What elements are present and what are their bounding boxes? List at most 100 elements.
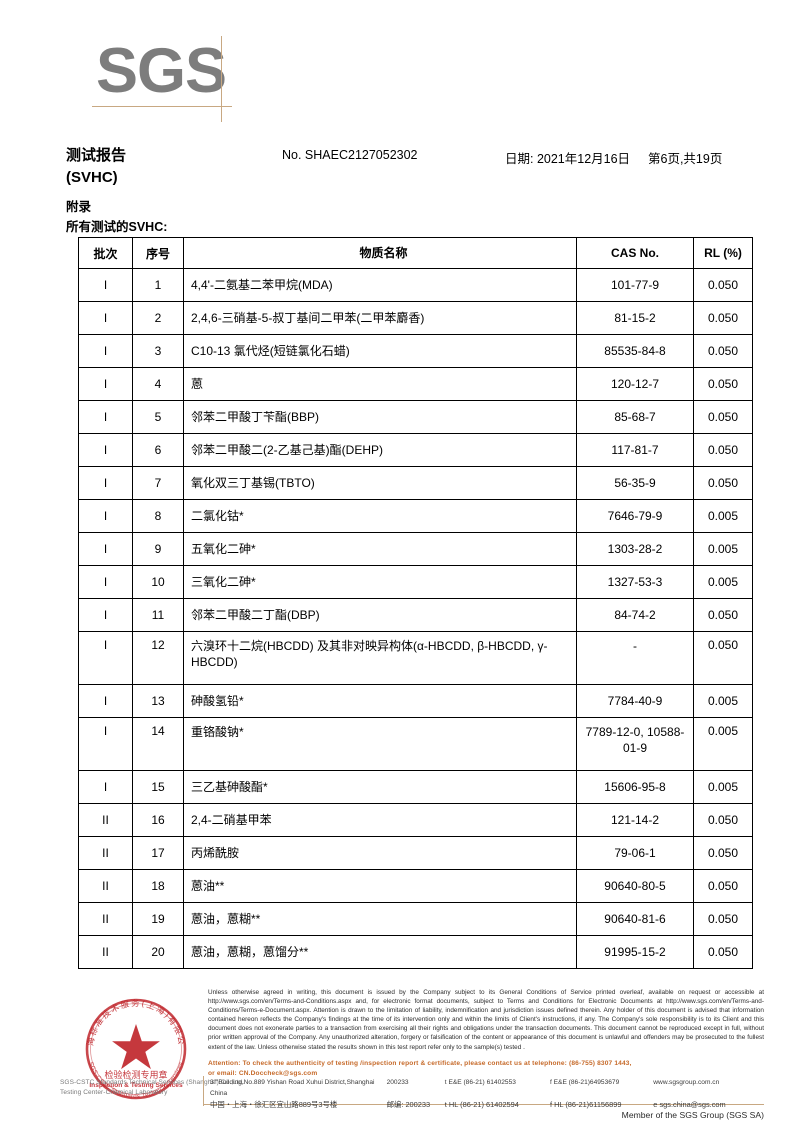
- cell-rl-value: 0.050: [693, 301, 753, 335]
- address-email: e sgs.china@sgs.com: [653, 1100, 726, 1110]
- cell-no: 8: [132, 499, 184, 533]
- table-row: I 13 砷酸氢铅* 7784-40-9 0.005: [78, 684, 753, 718]
- address-fax-ee: f E&E (86-21)64953679: [549, 1079, 620, 1086]
- legal-disclaimer-text: Unless otherwise agreed in writing, this…: [208, 989, 764, 1051]
- table-row: II 17 丙烯酰胺 79-06-1 0.050: [78, 836, 753, 870]
- table-row: II 19 蒽油，蒽糊** 90640-81-6 0.050: [78, 902, 753, 936]
- cell-cas-number: -: [576, 631, 694, 685]
- cell-cas-number: 91995-15-2: [576, 935, 694, 969]
- cell-rl-value: 0.050: [693, 869, 753, 903]
- table-row: II 16 2,4-二硝基甲苯 121-14-2 0.050: [78, 803, 753, 837]
- table-row: I 11 邻苯二甲酸二丁酯(DBP) 84-74-2 0.050: [78, 598, 753, 632]
- cell-rl-value: 0.050: [693, 836, 753, 870]
- table-row: I 9 五氧化二砷* 1303-28-2 0.005: [78, 532, 753, 566]
- cell-substance-name: 氧化双三丁基锡(TBTO): [183, 466, 577, 500]
- cell-rl-value: 0.050: [693, 433, 753, 467]
- address-zip-cn: 邮编: 200233: [386, 1100, 431, 1110]
- address-block: 3""Building,No.889 Yishan Road Xuhui Dis…: [210, 1078, 766, 1111]
- cell-rl-value: 0.050: [693, 400, 753, 434]
- address-website: www.sgsgroup.com.cn: [653, 1079, 720, 1086]
- cell-substance-name: 4,4'-二氨基二苯甲烷(MDA): [183, 268, 577, 302]
- cell-rl-value: 0.050: [693, 803, 753, 837]
- cell-substance-name: 邻苯二甲酸二(2-乙基己基)酯(DEHP): [183, 433, 577, 467]
- cell-rl-value: 0.005: [693, 565, 753, 599]
- address-zip-en: 200233: [386, 1079, 409, 1086]
- cell-cas-number: 81-15-2: [576, 301, 694, 335]
- table-row: I 6 邻苯二甲酸二(2-乙基己基)酯(DEHP) 117-81-7 0.050: [78, 433, 753, 467]
- cell-rl-value: 0.005: [693, 770, 753, 804]
- cell-no: 20: [132, 935, 184, 969]
- seal-company-name: SGS-CSTC Standards Technical Services (S…: [60, 1078, 260, 1098]
- cell-cas-number: 56-35-9: [576, 466, 694, 500]
- cell-no: 18: [132, 869, 184, 903]
- table-row: I 2 2,4,6-三硝基-5-叔丁基间二甲苯(二甲苯麝香) 81-15-2 0.050: [78, 301, 753, 335]
- attention-line-1: Attention: To check the authenticity of …: [208, 1060, 632, 1067]
- cell-batch: I: [78, 532, 133, 566]
- svg-text:Inspection & Testing Services: Inspection & Testing Services: [89, 1082, 183, 1089]
- cell-substance-name: 蒽油**: [183, 869, 577, 903]
- cell-no: 15: [132, 770, 184, 804]
- report-date: 日期: 2021年12月16日: [505, 152, 631, 166]
- address-row-cn: 中国・上海・徐汇区宜山路889号3号楼 邮编: 200233 t HL (86-…: [210, 1099, 766, 1111]
- cell-cas-number: 117-81-7: [576, 433, 694, 467]
- cell-batch: I: [78, 598, 133, 632]
- cell-rl-value: 0.050: [693, 935, 753, 969]
- cell-cas-number: 120-12-7: [576, 367, 694, 401]
- svg-text:检验检测专用章: 检验检测专用章: [104, 1069, 167, 1081]
- column-header-cas: CAS No.: [576, 237, 694, 269]
- cell-batch: II: [78, 836, 133, 870]
- cell-rl-value: 0.050: [693, 268, 753, 302]
- cell-no: 7: [132, 466, 184, 500]
- cell-substance-name: 2,4,6-三硝基-5-叔丁基间二甲苯(二甲苯麝香): [183, 301, 577, 335]
- cell-substance-name: 砷酸氢铅*: [183, 684, 577, 718]
- page-title: 测试报告 (SVHC): [66, 147, 127, 186]
- sgs-logo: SGS: [92, 36, 246, 138]
- cell-batch: I: [78, 565, 133, 599]
- appendix-label: 附录: [66, 200, 92, 214]
- cell-batch: I: [78, 400, 133, 434]
- table-row: I 15 三乙基砷酸酯* 15606-95-8 0.005: [78, 770, 753, 804]
- cell-substance-name: 蒽油，蒽糊**: [183, 902, 577, 936]
- cell-substance-name: 邻苯二甲酸丁苄酯(BBP): [183, 400, 577, 434]
- cell-no: 12: [132, 631, 184, 685]
- cell-substance-name: 三乙基砷酸酯*: [183, 770, 577, 804]
- column-header-substance: 物质名称: [183, 237, 577, 269]
- table-row: I 10 三氧化二砷* 1327-53-3 0.005: [78, 565, 753, 599]
- cell-no: 5: [132, 400, 184, 434]
- cell-rl-value: 0.005: [693, 499, 753, 533]
- cell-rl-value: 0.050: [693, 334, 753, 368]
- table-row: I 5 邻苯二甲酸丁苄酯(BBP) 85-68-7 0.050: [78, 400, 753, 434]
- cell-substance-name: 丙烯酰胺: [183, 836, 577, 870]
- svhc-table-wrapper: 批次 序号 物质名称 CAS No. RL (%) I 1 4,4'-二氨基二苯甲烷…: [78, 237, 753, 969]
- cell-rl-value: 0.050: [693, 631, 753, 685]
- address-tel-ee: t E&E (86-21) 61402553: [444, 1079, 516, 1086]
- cell-cas-number: 90640-81-6: [576, 902, 694, 936]
- member-line: Member of the SGS Group (SGS SA): [621, 1110, 764, 1120]
- address-row-en: 3""Building,No.889 Yishan Road Xuhui Dis…: [210, 1078, 766, 1099]
- table-row: I 7 氧化双三丁基锡(TBTO) 56-35-9 0.050: [78, 466, 753, 500]
- cell-batch: I: [78, 717, 133, 771]
- cell-cas-number: 1327-53-3: [576, 565, 694, 599]
- cell-no: 1: [132, 268, 184, 302]
- address-fax-hl: f HL (86-21)61156899: [549, 1100, 622, 1110]
- cell-substance-name: 邻苯二甲酸二丁酯(DBP): [183, 598, 577, 632]
- cell-cas-number: 85535-84-8: [576, 334, 694, 368]
- cell-substance-name: 蒽: [183, 367, 577, 401]
- cell-cas-number: 84-74-2: [576, 598, 694, 632]
- cell-no: 19: [132, 902, 184, 936]
- table-row: I 14 重铬酸钠* 7789-12-0, 10588-01-9 0.005: [78, 717, 753, 771]
- cell-batch: I: [78, 631, 133, 685]
- column-header-batch: 批次: [78, 237, 133, 269]
- cell-no: 3: [132, 334, 184, 368]
- column-header-no: 序号: [132, 237, 184, 269]
- cell-rl-value: 0.050: [693, 367, 753, 401]
- table-row: I 1 4,4'-二氨基二苯甲烷(MDA) 101-77-9 0.050: [78, 268, 753, 302]
- table-row: II 18 蒽油** 90640-80-5 0.050: [78, 869, 753, 903]
- cell-batch: I: [78, 770, 133, 804]
- cell-batch: II: [78, 869, 133, 903]
- cell-substance-name: C10-13 氯代烃(短链氯化石蜡): [183, 334, 577, 368]
- logo-horizontal-rule: [92, 106, 232, 107]
- address-street-en: 3""Building,No.889 Yishan Road Xuhui Dis…: [210, 1079, 375, 1097]
- cell-rl-value: 0.005: [693, 532, 753, 566]
